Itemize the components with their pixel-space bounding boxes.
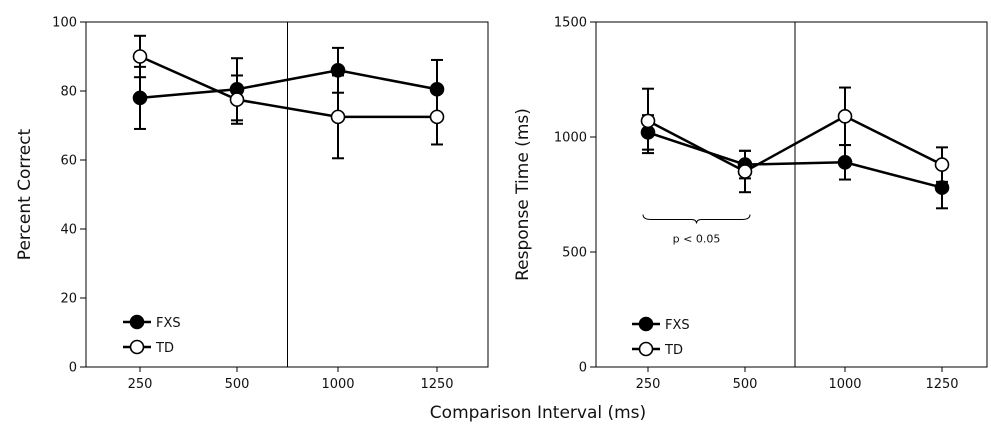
data-point	[837, 155, 853, 170]
legend-marker	[638, 316, 654, 332]
legend-item-fxs: FXS	[123, 314, 181, 331]
legend-item-td: TD	[123, 339, 174, 356]
series-line	[139, 69, 438, 100]
y-axis-label: Percent Correct	[15, 128, 35, 260]
percent-correct-panel: Percent Correct 0 20 40 60 80 100 250 500 1000 12…	[15, 16, 489, 392]
series-line	[139, 55, 437, 119]
y-tick-label: 100	[52, 16, 77, 31]
data-point	[934, 157, 950, 172]
data-point	[429, 109, 445, 125]
y-tick-label: 40	[60, 223, 77, 238]
legend-label: TD	[155, 341, 174, 356]
significance-brace	[642, 214, 751, 224]
legend-item-td: TD	[632, 341, 683, 358]
legend-marker	[129, 339, 145, 355]
series-td	[132, 34, 445, 160]
x-axis-label: Comparison Interval (ms)	[430, 403, 646, 423]
data-point	[330, 109, 346, 125]
y-tick-label: 1500	[554, 16, 587, 31]
legend-item-fxs: FXS	[632, 316, 690, 333]
plot-frame	[595, 21, 988, 368]
legend-label: FXS	[156, 316, 181, 331]
x-tick-label: 500	[733, 377, 758, 392]
data-point	[837, 109, 853, 124]
y-tick-label: 500	[562, 246, 587, 261]
legend-label: FXS	[665, 318, 690, 333]
y-axis-label: Response Time (ms)	[513, 108, 533, 281]
data-point	[640, 113, 656, 129]
series-td	[640, 86, 950, 194]
data-point	[132, 49, 148, 64]
x-tick-label: 1250	[925, 377, 958, 392]
series-line	[647, 131, 943, 189]
y-tick-label: 0	[69, 361, 77, 376]
x-tick-label: 250	[128, 377, 153, 392]
data-point	[737, 164, 753, 179]
y-tick-label: 60	[60, 154, 77, 169]
significance-label: p < 0.05	[673, 233, 721, 246]
data-point	[934, 180, 950, 195]
y-tick-label: 20	[60, 292, 77, 307]
x-tick-label: 1250	[420, 377, 453, 392]
y-tick-label: 0	[579, 361, 587, 376]
legend-marker	[638, 341, 654, 357]
series-fxs	[640, 114, 950, 210]
data-point	[132, 90, 148, 106]
data-point	[229, 92, 245, 107]
x-tick-label: 250	[636, 377, 661, 392]
x-tick-label: 1000	[828, 377, 861, 392]
y-tick-label: 80	[60, 85, 77, 100]
response-time-panel: Response Time (ms) 0 500 1000 1500 250 500 100…	[513, 16, 988, 392]
series-line	[647, 114, 943, 173]
x-tick-label: 500	[225, 377, 250, 392]
y-tick-label: 1000	[554, 131, 587, 146]
legend-label: TD	[664, 343, 683, 358]
x-tick-label: 1000	[321, 377, 354, 392]
legend-marker	[129, 314, 145, 330]
